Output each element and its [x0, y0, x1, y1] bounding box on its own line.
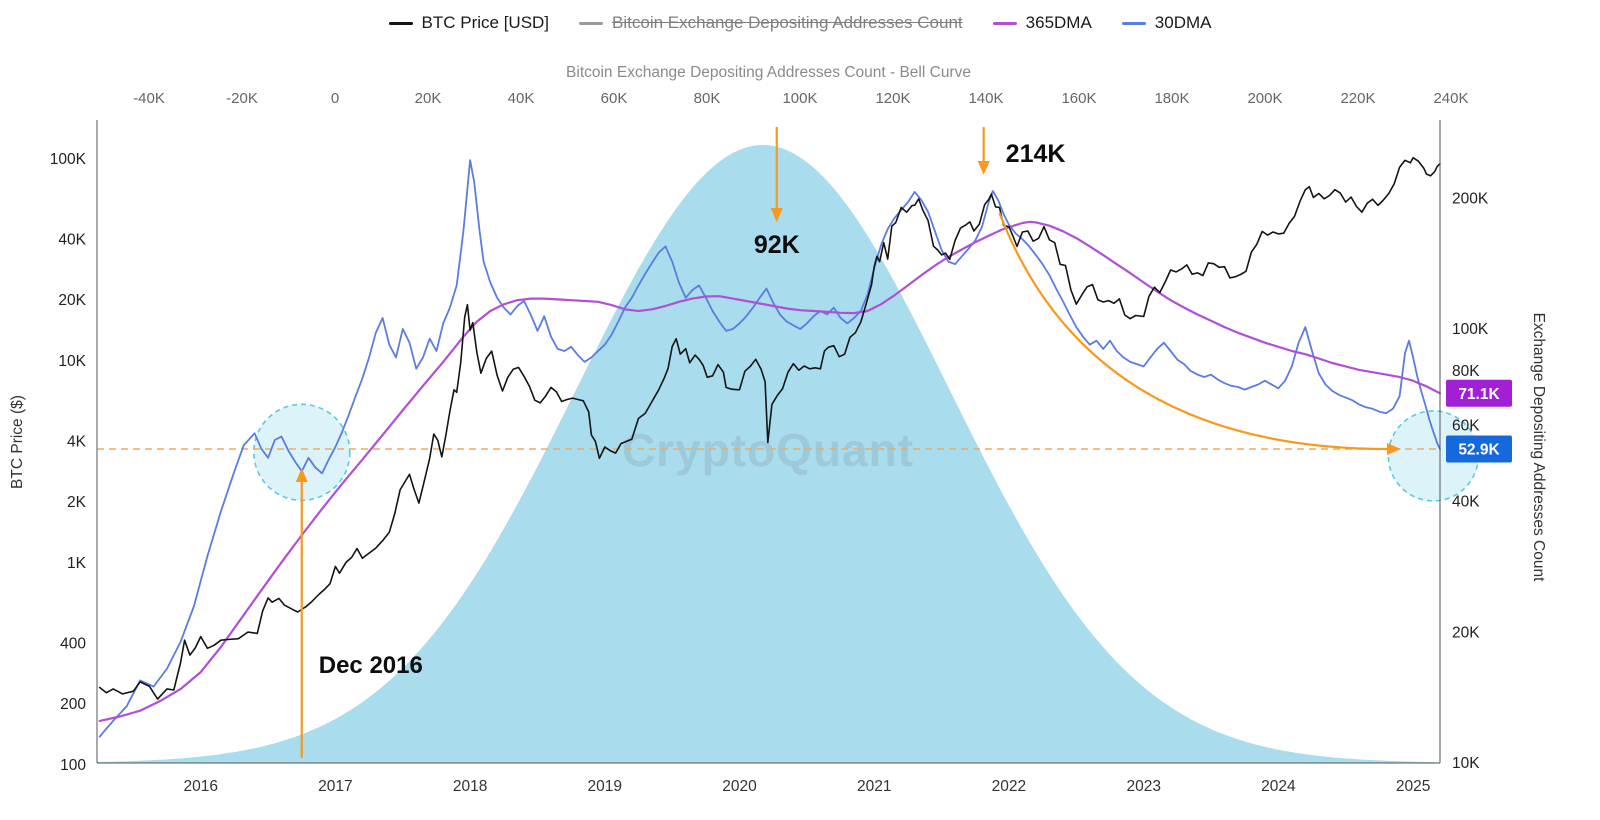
x-axis-tick: 2019 [588, 778, 622, 795]
left-axis-tick: 100K [50, 151, 87, 168]
dec-2016-label: Dec 2016 [319, 652, 423, 679]
top-axis-tick: 200K [1247, 90, 1282, 107]
bell-peak-arrowhead [770, 208, 783, 222]
right-axis-tick: 20K [1452, 624, 1480, 641]
right-axis-tick: 100K [1452, 321, 1489, 338]
x-axis-tick: 2023 [1126, 778, 1160, 795]
top-axis-tick: 40K [508, 90, 535, 107]
bell-peak-label: 92K [754, 231, 800, 259]
legend-label: 365DMA [1025, 13, 1092, 32]
series-btc-price-usd[interactable] [98, 156, 1441, 700]
legend-item-365dma[interactable]: 365DMA [992, 13, 1092, 33]
bell-curve-area [97, 145, 1440, 763]
legend-label: Bitcoin Exchange Depositing Addresses Co… [612, 13, 963, 32]
value-badge-label: 52.9K [1458, 442, 1500, 459]
deposit-peak-arrowhead [977, 161, 990, 175]
trend-arrow-curve [998, 212, 1389, 451]
top-axis-tick: 80K [694, 90, 721, 107]
value-badge-label: 71.1K [1458, 386, 1500, 403]
legend-item-btc-price-usd[interactable]: BTC Price [USD] [388, 13, 550, 33]
left-axis-title: BTC Price ($) [9, 395, 26, 489]
legend-swatch [1121, 21, 1146, 25]
x-axis-tick: 2024 [1261, 778, 1296, 795]
value-badge-52-9k [1446, 435, 1512, 463]
top-axis-tick: 60K [601, 90, 628, 107]
right-axis-tick: 200K [1452, 190, 1489, 207]
top-axis-tick: 220K [1340, 90, 1375, 107]
left-axis-tick: 400 [60, 635, 86, 652]
legend-item-bitcoin-exchange-depositing-addresses-count[interactable]: Bitcoin Exchange Depositing Addresses Co… [579, 13, 963, 33]
deposit-peak-label: 214K [1006, 140, 1066, 168]
x-axis-tick: 2025 [1396, 778, 1430, 795]
right-axis-tick: 60K [1452, 417, 1480, 434]
left-axis-tick: 2K [67, 494, 87, 511]
top-axis-tick: 0 [331, 90, 339, 107]
x-axis-tick: 2018 [453, 778, 487, 795]
left-axis-tick: 4K [67, 433, 87, 450]
top-axis-tick: 180K [1154, 90, 1189, 107]
trend-arrowhead [1387, 443, 1401, 455]
dec-2016-arrowhead [295, 468, 308, 482]
left-axis-tick: 10K [58, 353, 86, 370]
x-axis-tick: 2022 [992, 778, 1026, 795]
legend-item-30dma[interactable]: 30DMA [1121, 13, 1212, 33]
left-axis-tick: 40K [58, 231, 86, 248]
x-axis-tick: 2020 [722, 778, 757, 795]
series-365dma[interactable] [98, 220, 1442, 722]
top-axis-title: Bitcoin Exchange Depositing Addresses Co… [566, 64, 971, 81]
top-axis-tick: 160K [1061, 90, 1096, 107]
top-axis-tick: 120K [875, 90, 910, 107]
right-axis-tick: 10K [1452, 755, 1480, 772]
top-axis-tick: 140K [968, 90, 1003, 107]
value-badge-71-1k [1446, 379, 1512, 407]
right-axis-tick: 40K [1452, 494, 1480, 511]
left-axis-tick: 100 [60, 757, 86, 774]
top-axis-tick: 100K [782, 90, 817, 107]
legend-swatch [388, 21, 413, 25]
left-axis-tick: 20K [58, 292, 86, 309]
left-axis-tick: 200 [60, 696, 86, 713]
legend-label: 30DMA [1154, 13, 1212, 32]
top-axis-tick: 20K [415, 90, 442, 107]
top-axis-tick: -40K [133, 90, 165, 107]
legend: BTC Price [USD] Bitcoin Exchange Depositi… [0, 13, 1600, 33]
legend-swatch [579, 21, 604, 25]
top-axis-tick: 240K [1433, 90, 1468, 107]
x-axis-tick: 2021 [857, 778, 891, 795]
x-axis-tick: 2017 [318, 778, 352, 795]
right-axis-tick: 80K [1452, 363, 1480, 380]
top-axis-tick: -20K [226, 90, 258, 107]
series-30dma[interactable] [98, 159, 1441, 738]
x-axis-tick: 2016 [183, 778, 217, 795]
legend-label: BTC Price [USD] [421, 13, 550, 32]
right-axis-title: Exchange Depositing Addresses Count [1530, 313, 1547, 583]
legend-swatch [992, 21, 1017, 25]
left-axis-tick: 1K [67, 555, 87, 572]
